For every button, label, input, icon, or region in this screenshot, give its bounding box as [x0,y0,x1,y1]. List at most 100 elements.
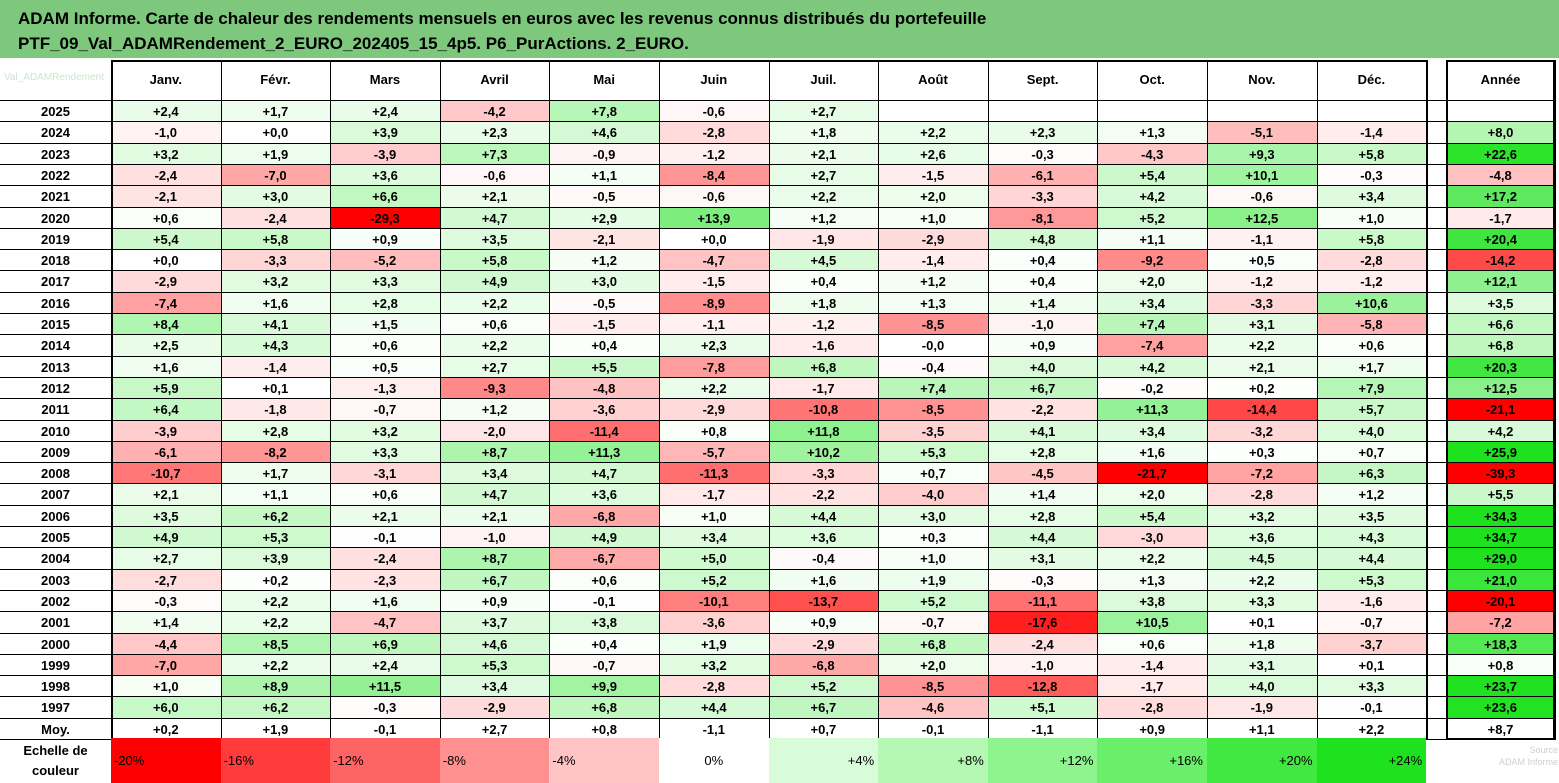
heatmap-cell: +3,4 [1097,292,1207,314]
heatmap-cell: +0,6 [330,335,440,357]
heatmap-cell: +2,1 [330,505,440,527]
heatmap-cell: +3,2 [1207,505,1317,527]
heatmap-cell: +2,2 [1207,335,1317,357]
heatmap-cell: +5,4 [1097,505,1207,527]
heatmap-cell: +8,4 [111,314,221,336]
color-scale-swatch: -8% [439,738,550,783]
row-label: Moy. [41,721,70,737]
grid-hline [0,334,1555,335]
heatmap-cell: -6,8 [549,505,659,527]
heatmap-cell: +1,3 [878,292,988,314]
heatmap-cell: -1,5 [878,164,988,187]
year-total-cell: +20,4 [1446,228,1555,251]
heatmap-cell: +3,7 [439,612,550,634]
heatmap-cell: +1,2 [549,250,659,272]
heatmap-cell: +0,4 [987,250,1098,272]
heatmap-cell: +0,3 [1207,441,1317,464]
heatmap-cell: -5,1 [1207,122,1317,144]
column-header-9: Sept. [1026,72,1059,87]
heatmap-cell: +3,8 [549,612,659,634]
year-total-cell: +0,8 [1446,654,1555,677]
heatmap-cell: +5,3 [1316,569,1427,591]
heatmap-cell: -0,9 [549,143,659,165]
heatmap-cell: -3,1 [330,463,440,485]
row-label: 2009 [41,444,70,460]
column-header-2: Févr. [260,72,291,87]
color-scale-swatch: -20% [111,738,221,783]
heatmap-cell: +2,1 [768,143,879,165]
heatmap-cell: -0,5 [549,292,659,314]
heatmap-cell: -1,2 [659,143,769,165]
heatmap-cell: -1,1 [659,718,769,740]
title-line-1: ADAM Informe. Carte de chaleur des rende… [18,9,987,28]
heatmap-cell: -1,0 [111,122,221,144]
year-total-cell: -7,2 [1446,612,1555,634]
column-header-5: Mai [593,72,616,87]
grid-hline [0,313,1555,314]
heatmap-cell: -2,8 [659,122,769,144]
heatmap-cell: +2,2 [220,654,331,677]
heatmap-cell: +8,9 [220,676,331,698]
heatmap-cell: +5,8 [220,228,331,251]
row-label: 2005 [41,530,70,545]
heatmap-cell: -29,3 [330,207,440,229]
heatmap-cell: +0,2 [111,718,221,740]
heatmap-cell: +9,3 [1207,143,1317,165]
heatmap-cell: +3,4 [659,527,769,549]
row-label: 2011 [41,402,70,418]
grid-hline [0,249,1555,250]
heatmap-cell: +2,3 [987,122,1098,144]
row-label: 2017 [41,274,70,290]
heatmap-cell: +2,2 [220,590,331,613]
heatmap-cell: +0,8 [549,718,659,740]
heatmap-cell: +3,1 [1207,654,1317,677]
heatmap-cell: -0,0 [878,335,988,357]
heatmap-cell: +2,2 [439,335,550,357]
heatmap-cell: -1,0 [987,654,1098,677]
heatmap-cell: +1,3 [1097,122,1207,144]
heatmap-cell: +2,3 [659,335,769,357]
grid-hline [0,207,1555,208]
year-total-cell: +4,2 [1446,420,1555,442]
heatmap-cell: +8,7 [439,441,550,464]
heatmap-cell: +7,9 [1316,377,1427,400]
heatmap-cell: +9,9 [549,676,659,698]
heatmap-cell: +4,1 [987,420,1098,442]
row-label: 2006 [41,508,70,524]
heatmap-cell: +3,5 [439,228,550,251]
heatmap-cell: -0,5 [549,186,659,208]
year-total-cell: +34,7 [1446,527,1555,549]
heatmap-cell: +3,5 [111,505,221,527]
heatmap-cell: -1,0 [987,314,1098,336]
heatmap-cell: -0,7 [330,399,440,421]
heatmap-cell: +5,5 [549,356,659,378]
row-label: 2024 [41,125,70,141]
heatmap-cell: +12,5 [1207,207,1317,229]
column-header-11: Nov. [1248,72,1276,87]
heatmap-cell: -1,6 [768,335,879,357]
heatmap-cell: -10,8 [768,399,879,421]
heatmap-cell: +3,6 [330,164,440,187]
heatmap-cell: +0,5 [330,356,440,378]
heatmap-cell: -0,7 [549,654,659,677]
heatmap-cell: +3,4 [439,463,550,485]
heatmap-cell: +6,8 [878,633,988,655]
heatmap-cell: +2,1 [111,484,221,506]
grid-hline [0,590,1555,591]
heatmap-cell: +1,6 [1097,441,1207,464]
heatmap-cell: +0,6 [330,484,440,506]
heatmap-cell: +10,6 [1316,292,1427,314]
heatmap-cell: +3,8 [1097,590,1207,613]
heatmap-cell: -8,5 [878,676,988,698]
heatmap-cell: +0,0 [111,250,221,272]
heatmap-cell: -0,7 [878,612,988,634]
faint-source-text: Source ADAM Informe [1428,744,1558,780]
heatmap-cell: +4,3 [1316,527,1427,549]
heatmap-cell: +3,1 [987,548,1098,570]
heatmap-cell: -1,5 [549,314,659,336]
grid-hline [0,505,1555,506]
heatmap-cell: +5,8 [439,250,550,272]
heatmap-cell: +3,6 [768,527,879,549]
heatmap-cell: +0,4 [549,633,659,655]
heatmap-cell: +1,6 [220,292,331,314]
